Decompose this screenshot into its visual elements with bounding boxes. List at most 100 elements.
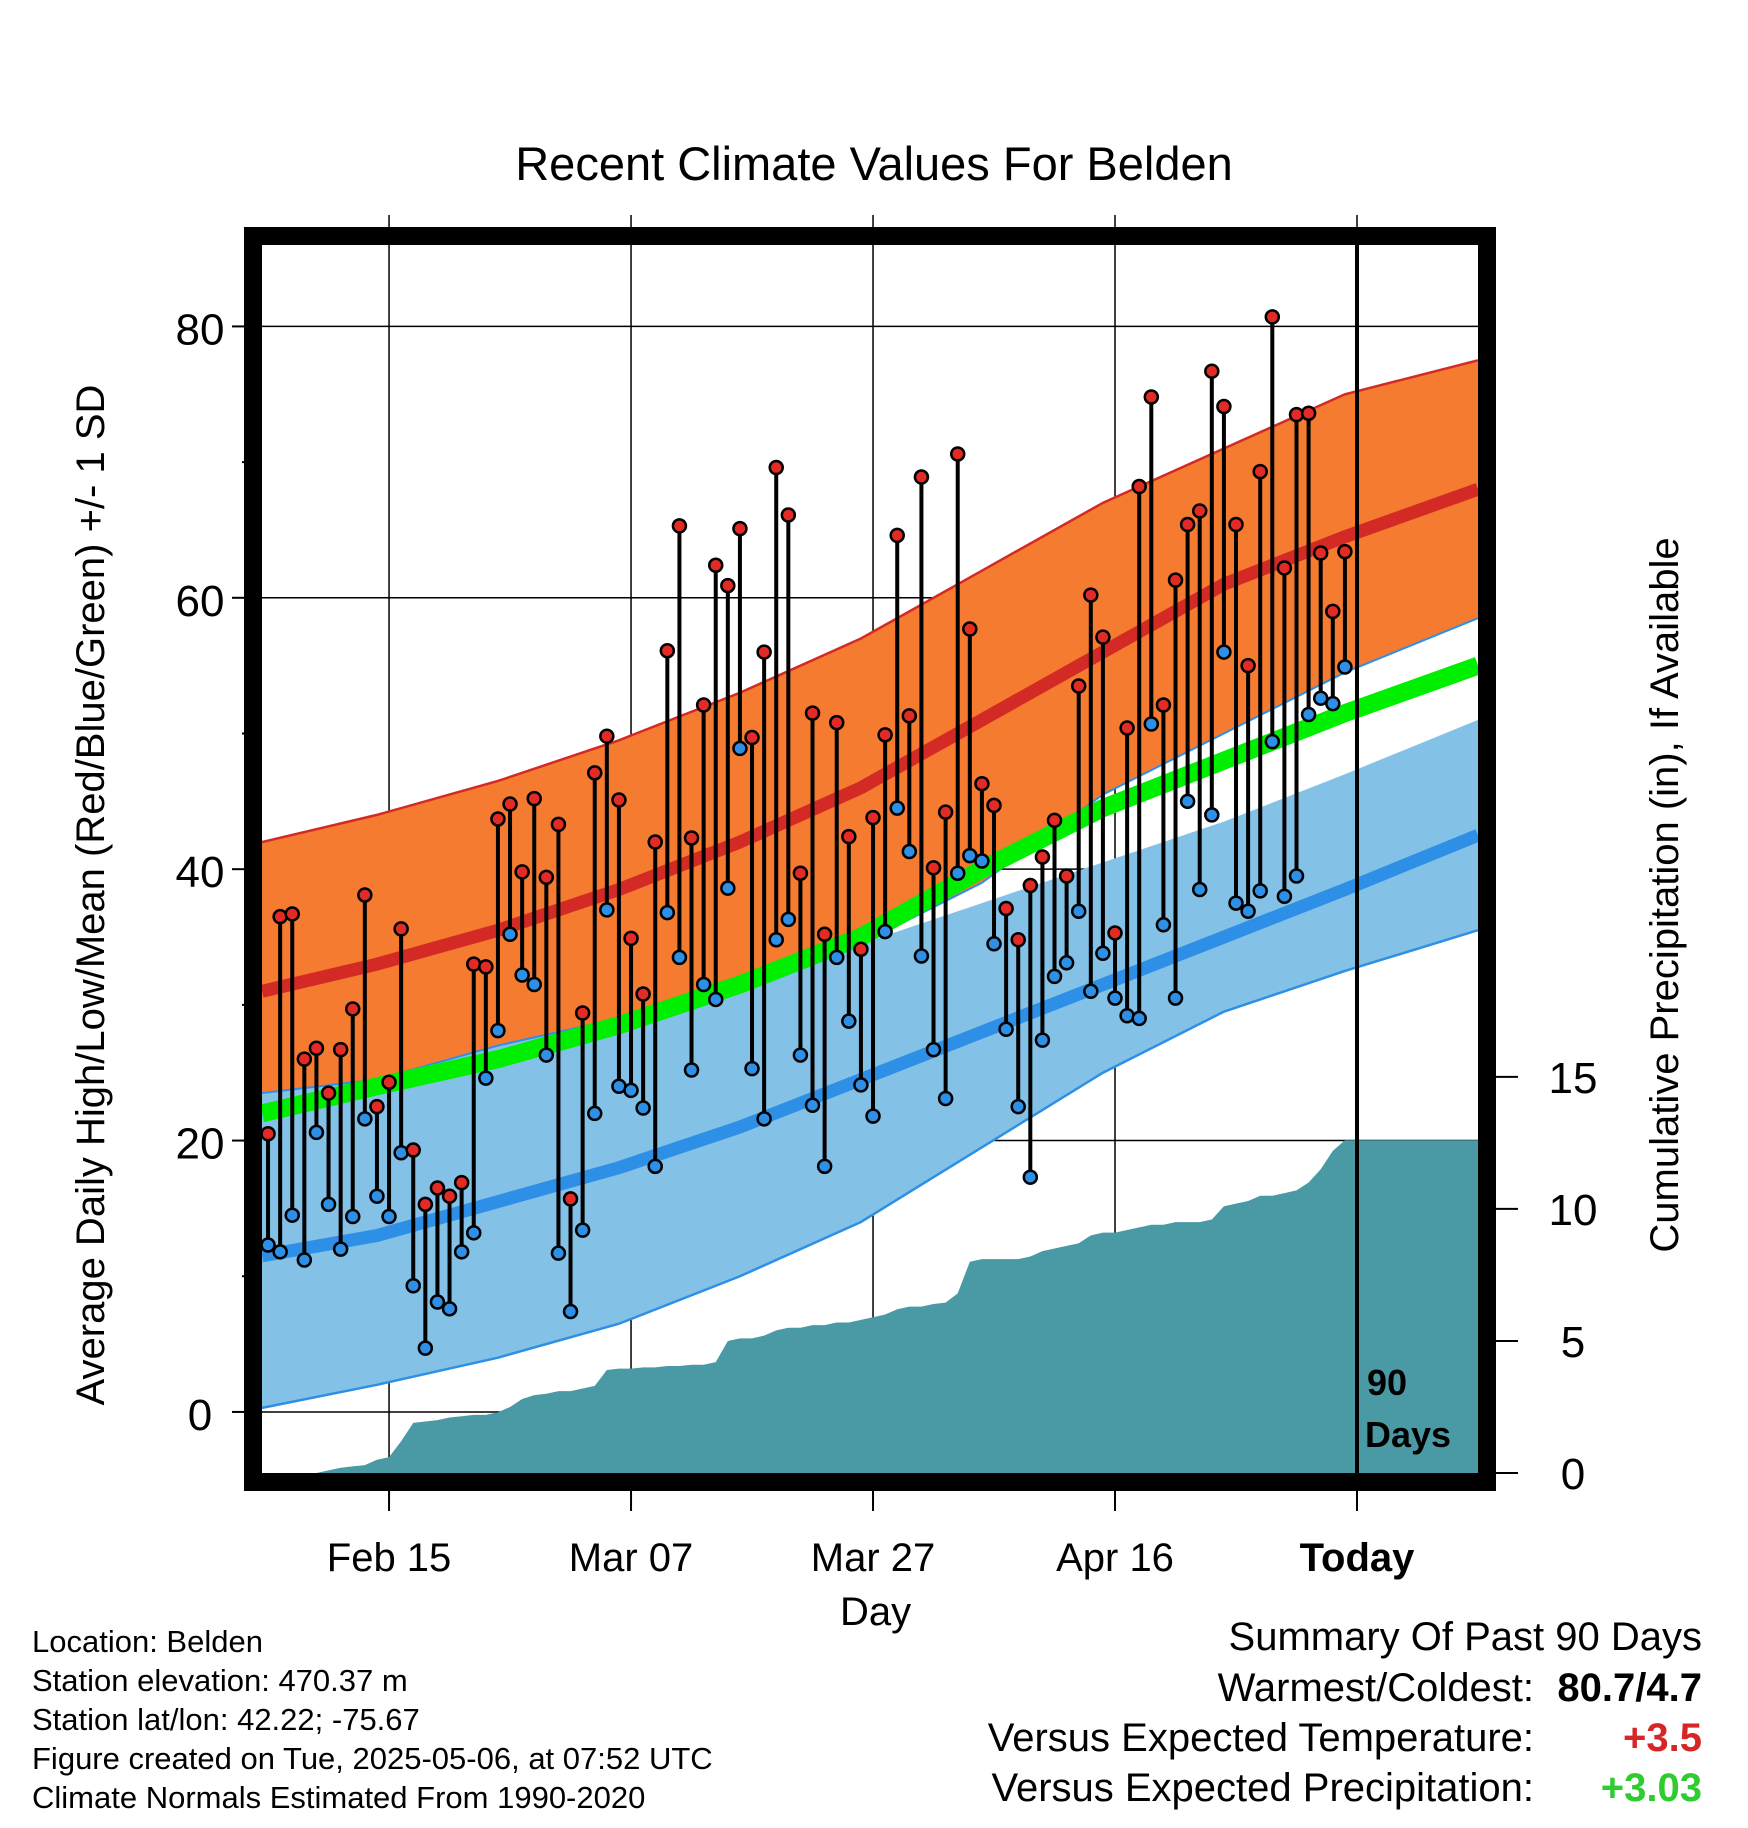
high-point (1325, 603, 1341, 620)
high-point (357, 887, 373, 903)
high-point (1022, 877, 1039, 894)
high-point (877, 727, 893, 743)
high-point (393, 921, 409, 937)
low-point (1264, 733, 1281, 750)
low-point (877, 923, 893, 940)
y2-tick-label: 10 (1549, 1186, 1598, 1235)
high-point (550, 816, 567, 833)
low-point (853, 1077, 869, 1093)
daily-range-bars (266, 316, 1347, 1349)
high-point (889, 527, 905, 544)
low-point (925, 1041, 942, 1058)
high-point (1083, 587, 1099, 603)
high-point (1179, 516, 1196, 533)
y-tick-label: 80 (176, 305, 225, 354)
high-point (405, 1142, 421, 1158)
high-point (514, 864, 530, 880)
high-point (320, 1085, 337, 1101)
x-tick-label: Mar 27 (811, 1536, 936, 1580)
high-normal-line (260, 483, 1481, 998)
y-axis-label: Average Daily High/Low/Mean (Red/Blue/Gr… (69, 384, 113, 1406)
high-point (925, 860, 942, 876)
high-point (599, 728, 615, 744)
low-point (417, 1340, 434, 1356)
low-point (550, 1245, 567, 1261)
high-point (611, 792, 627, 808)
high-point (478, 959, 494, 975)
high-point (1131, 478, 1147, 495)
low-point (1107, 990, 1123, 1006)
low-point (562, 1303, 579, 1320)
high-point (744, 729, 760, 746)
precip-value: +3.03 (1600, 1766, 1702, 1810)
low-point (284, 1207, 300, 1223)
high-point (1228, 516, 1244, 533)
high-point (1034, 849, 1051, 865)
x-tick-label: Today (1300, 1536, 1416, 1580)
summary-precip-row: Versus Expected Precipitation: +3.03 (802, 1766, 1702, 1816)
high-point (853, 941, 869, 957)
low-point (332, 1241, 349, 1257)
high-point (635, 986, 651, 1002)
high-point (260, 1126, 276, 1142)
high-point (659, 642, 676, 659)
high-point (937, 804, 954, 820)
high-point (1312, 545, 1329, 561)
low-point (998, 1021, 1014, 1038)
high-point (974, 775, 990, 792)
low-point (962, 847, 978, 864)
low-point (429, 1294, 446, 1310)
low-point (1276, 888, 1293, 905)
low-point (502, 926, 518, 943)
high-point (490, 811, 506, 827)
warmest-value: 80.7/4.7 (1557, 1666, 1702, 1710)
high-point (1191, 503, 1208, 519)
high-point (949, 446, 966, 462)
x-tick-label: Feb 15 (327, 1536, 452, 1580)
low-point (599, 902, 615, 918)
low-point (1167, 990, 1184, 1006)
chart-title: Recent Climate Values For Belden (515, 137, 1233, 190)
high-point (671, 518, 688, 534)
mean-normal-line (259, 657, 1482, 1123)
today-label-days: Days (1365, 1414, 1451, 1455)
y2-tick-label: 0 (1561, 1450, 1585, 1499)
station-info: Location: Belden Station elevation: 470.… (32, 1622, 713, 1817)
axes: 0 20 40 60 80 0 5 10 15 Feb 15 Mar 07 Mar 27 Apr 16 T… (176, 305, 1598, 1580)
low-point (357, 1111, 373, 1127)
low-point (744, 1060, 760, 1077)
high-point (986, 797, 1002, 814)
high-point (1095, 629, 1111, 645)
low-point (490, 1022, 506, 1039)
high-point (1300, 405, 1317, 422)
low-point (1252, 883, 1268, 899)
y-tick-label: 0 (188, 1391, 212, 1440)
low-point (381, 1208, 397, 1225)
low-point (1325, 695, 1341, 712)
low-point (369, 1188, 385, 1204)
precipitation-area (268, 1140, 1478, 1473)
low-point (405, 1277, 421, 1294)
y2-tick-label: 5 (1561, 1318, 1585, 1367)
high-point (417, 1196, 434, 1213)
low-point (635, 1100, 651, 1116)
plot-border (244, 227, 1496, 1491)
low-point (623, 1082, 639, 1099)
high-point (816, 926, 833, 943)
high-point (1216, 398, 1232, 415)
high-point (1070, 678, 1087, 694)
high-point (1337, 543, 1353, 560)
low-point (756, 1111, 772, 1127)
low-point (974, 853, 990, 869)
high-point (1119, 720, 1135, 736)
low-point (986, 936, 1002, 952)
low-point (538, 1047, 555, 1063)
high-point (1204, 363, 1220, 379)
low-point (780, 911, 797, 928)
low-point (465, 1225, 482, 1241)
temp-label: Versus Expected Temperature: (987, 1716, 1534, 1760)
high-point (804, 705, 821, 721)
high-point (720, 577, 736, 594)
low-point (720, 880, 736, 896)
